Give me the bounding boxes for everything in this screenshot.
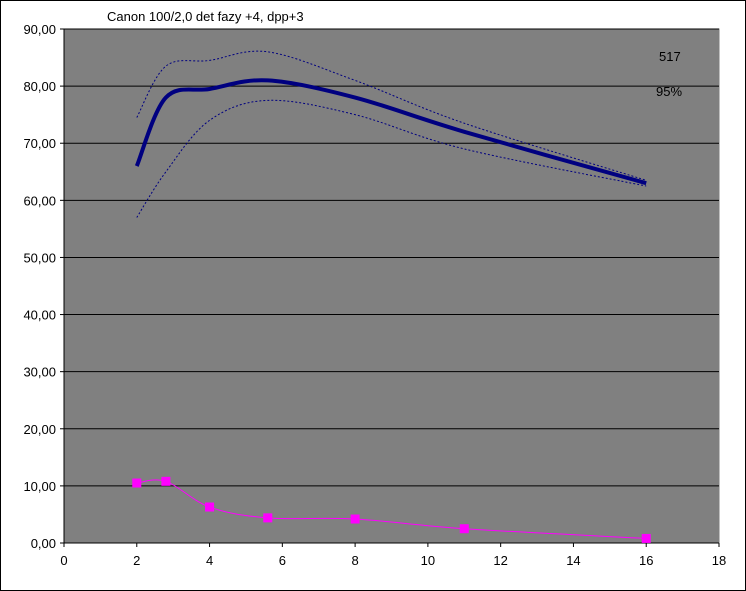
series-line-main bbox=[134, 78, 647, 186]
series-point-deviation bbox=[161, 476, 171, 486]
y-tick-label: 20,00 bbox=[23, 422, 56, 437]
y-tick-label: 80,00 bbox=[23, 79, 56, 94]
x-tick-label: 16 bbox=[639, 553, 653, 568]
y-tick-label: 70,00 bbox=[23, 136, 56, 151]
series-point-deviation bbox=[641, 533, 651, 543]
x-tick-label: 18 bbox=[712, 553, 726, 568]
x-tick-label: 10 bbox=[421, 553, 435, 568]
y-tick-label: 50,00 bbox=[23, 250, 56, 265]
x-tick-label: 0 bbox=[60, 553, 67, 568]
y-tick-label: 60,00 bbox=[23, 193, 56, 208]
x-tick-label: 12 bbox=[493, 553, 507, 568]
grid-lines bbox=[64, 28, 719, 487]
y-tick-label: 10,00 bbox=[23, 479, 56, 494]
series-point-deviation bbox=[459, 524, 469, 534]
x-tick-label: 6 bbox=[279, 553, 286, 568]
series-point-deviation bbox=[350, 514, 360, 524]
annotation-count: 517 bbox=[659, 49, 681, 64]
axes bbox=[63, 29, 719, 544]
series-point-deviation bbox=[205, 502, 215, 512]
x-tick-label: 8 bbox=[351, 553, 358, 568]
annotation-confidence: 95% bbox=[656, 84, 682, 99]
series-line-upper bbox=[136, 50, 647, 181]
series-point-deviation bbox=[132, 478, 142, 488]
series-line-lower bbox=[136, 99, 647, 218]
series-point-deviation bbox=[263, 513, 273, 523]
x-tick-label: 4 bbox=[206, 553, 213, 568]
x-tick-label: 2 bbox=[133, 553, 140, 568]
y-tick-label: 40,00 bbox=[23, 308, 56, 323]
y-tick-label: 90,00 bbox=[23, 22, 56, 37]
tick-labels: 0,00 10,00 20,00 30,00 40,00 50,00 60,00 70,00 8… bbox=[23, 22, 726, 568]
series-layer bbox=[132, 50, 651, 543]
plot-area bbox=[63, 28, 720, 544]
y-tick-label: 30,00 bbox=[23, 365, 56, 380]
y-tick-label: 0,00 bbox=[31, 536, 56, 551]
x-tick-label: 14 bbox=[566, 553, 580, 568]
chart-title: Canon 100/2,0 det fazy +4, dpp+3 bbox=[107, 9, 304, 24]
